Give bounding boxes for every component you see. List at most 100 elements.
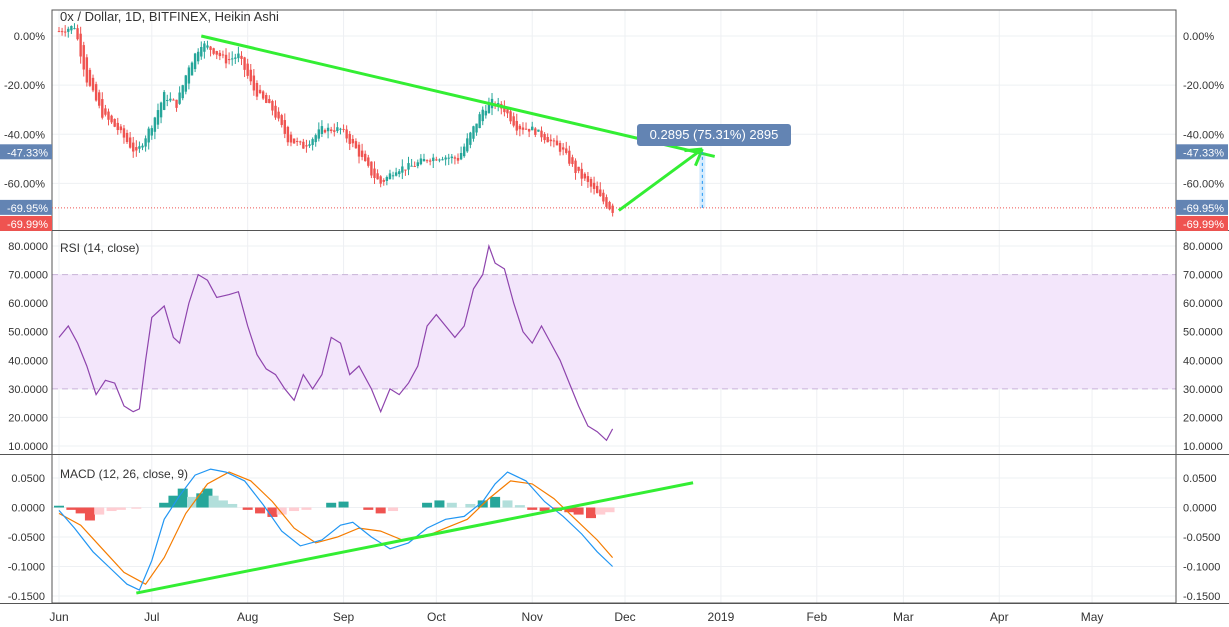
price-tag-label: -69.99% <box>7 219 48 231</box>
candle-body <box>543 133 546 141</box>
axis-tick-label: 30.0000 <box>1183 384 1223 396</box>
candle-body <box>234 57 237 59</box>
candle-body <box>469 132 472 145</box>
rsi-overbought-oversold-band <box>52 274 1176 389</box>
candle-body <box>178 92 181 104</box>
candle-body <box>200 46 203 57</box>
candle-body <box>135 147 138 151</box>
candle-body <box>568 150 571 164</box>
candle-body <box>558 142 562 152</box>
candle-body <box>524 128 528 130</box>
candle-body <box>444 157 447 160</box>
arrow-head <box>684 147 703 153</box>
right-price-axis[interactable]: 0.00% -20.00% -40.00% -60.00% 80.0000 70.0000… <box>1183 31 1224 603</box>
candle-body <box>141 145 144 148</box>
axis-tick-label: -40.00% <box>1183 129 1224 141</box>
candle-body <box>422 158 426 162</box>
candle-body <box>162 92 166 110</box>
macd-histogram-bar <box>227 503 238 508</box>
axis-tick-label: 40.0000 <box>1183 355 1223 367</box>
projection-arrow[interactable] <box>617 147 704 212</box>
price-tag-box <box>1176 144 1228 160</box>
candle-body <box>534 128 537 135</box>
candle-body <box>391 175 395 177</box>
candle-body <box>320 126 324 135</box>
macd-histogram-bar <box>585 507 596 519</box>
time-tick-label: Jul <box>144 610 159 624</box>
candle-body <box>193 53 197 70</box>
time-axis[interactable]: Jun Jul Aug Sep Oct Nov Dec 2019 Feb Mar Apr May <box>49 610 1103 624</box>
macd-histogram-bar <box>564 507 575 513</box>
resistance-trendline[interactable] <box>200 34 716 158</box>
candle-body <box>249 69 252 82</box>
candle-body <box>172 99 175 101</box>
candle-body <box>110 115 113 123</box>
candle-body <box>101 99 104 118</box>
candle-body <box>531 126 534 131</box>
candle-body <box>364 153 367 162</box>
candle-body <box>299 141 302 143</box>
candle-body <box>447 157 450 159</box>
macd-histogram-bar <box>168 495 179 508</box>
macd-histogram-bar <box>363 507 374 510</box>
axis-tick-label: 40.0000 <box>8 355 48 367</box>
candle-body <box>401 166 404 173</box>
candle-body <box>497 103 500 105</box>
axis-tick-label: 80.0000 <box>1183 241 1223 253</box>
candle-body <box>592 182 596 189</box>
candle-body <box>404 169 407 171</box>
candle-body <box>156 110 160 125</box>
candle-body <box>70 25 73 31</box>
candle-body <box>119 126 123 131</box>
axis-tick-label: -60.00% <box>4 178 45 190</box>
candle-body <box>125 132 129 143</box>
candle-body <box>589 179 593 187</box>
candle-body <box>73 28 76 30</box>
candle-body <box>289 134 293 143</box>
candle-body <box>91 77 95 91</box>
candle-body <box>76 28 79 40</box>
candle-body <box>552 140 556 142</box>
measure-label: 0.2895 (75.31%) 2895 <box>650 127 779 142</box>
macd-histogram-bar <box>514 505 525 508</box>
macd-histogram-bar <box>217 500 228 508</box>
price-tag-label: -69.95% <box>1183 203 1224 215</box>
macd-histogram-bar <box>186 496 197 508</box>
axis-tick-label: -0.1500 <box>8 591 45 603</box>
candle-body <box>456 157 460 161</box>
candle-body <box>453 157 457 159</box>
candle-body <box>459 153 463 160</box>
measure-tool[interactable]: 0.2895 (75.31%) 2895 <box>637 124 791 208</box>
arrow-head <box>694 148 704 167</box>
candle-body <box>67 28 70 32</box>
candle-body <box>128 137 132 148</box>
left-price-axis[interactable]: 0.00% -20.00% -40.00% -60.00% 80.0000 70.0000… <box>4 31 48 603</box>
macd-histogram-bar <box>502 500 513 508</box>
axis-tick-label: -0.1000 <box>8 562 45 574</box>
candle-body <box>169 98 172 101</box>
price-pane-title: 0x / Dollar, 1D, BITFINEX, Heikin Ashi <box>60 9 279 24</box>
macd-histogram-bar <box>604 507 615 513</box>
axis-tick-label: -0.0500 <box>8 532 45 544</box>
candle-body <box>407 163 410 170</box>
macd-histogram-bar <box>573 507 584 515</box>
candle-body <box>555 140 559 146</box>
candle-body <box>342 128 345 130</box>
macd-histogram-bar <box>159 502 170 508</box>
candle-body <box>252 75 256 91</box>
macd-support-trendline[interactable] <box>136 481 694 595</box>
candle-body <box>416 162 419 167</box>
candle-body <box>196 51 200 62</box>
axis-tick-label: 0.0000 <box>11 503 45 515</box>
macd-histogram-bar <box>301 507 312 510</box>
macd-histogram-bar <box>490 496 501 508</box>
candle-body <box>150 128 153 136</box>
candle-body <box>466 138 469 152</box>
candle-body <box>509 111 512 122</box>
candle-body <box>305 145 308 147</box>
candle-body <box>181 85 184 99</box>
axis-tick-label: -0.1000 <box>1183 562 1220 574</box>
candle-body <box>549 139 552 142</box>
candle-body <box>333 130 336 132</box>
